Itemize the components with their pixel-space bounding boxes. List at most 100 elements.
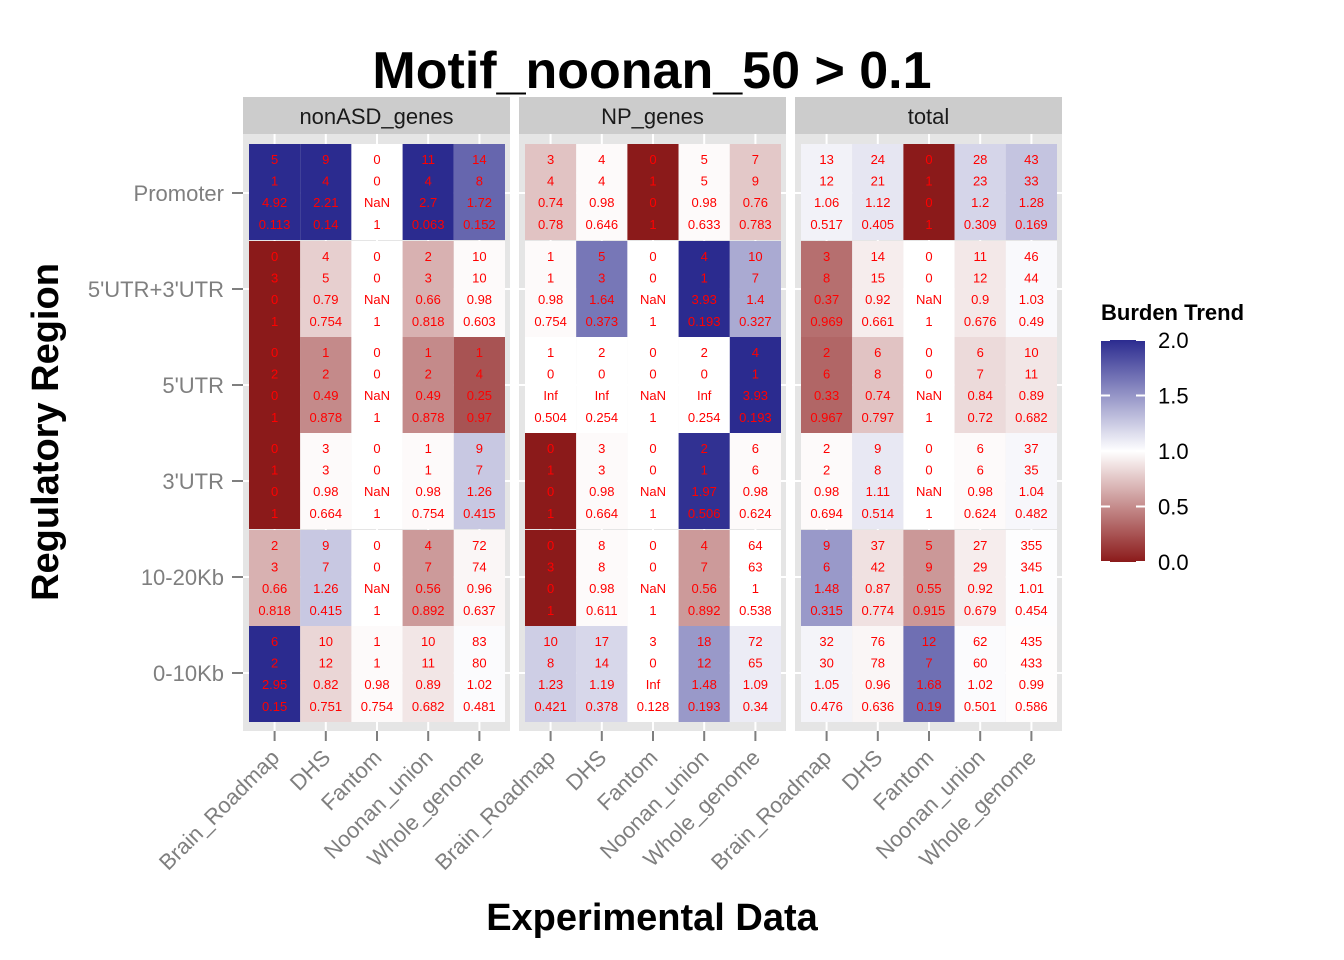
cell-label: 0.96 — [467, 581, 492, 596]
cell-label: NaN — [640, 388, 666, 403]
cell-label: 12 — [819, 174, 833, 189]
cell-label: 0.633 — [688, 217, 721, 232]
cell-label: 0.98 — [743, 484, 768, 499]
cell-label: 0.98 — [467, 292, 492, 307]
cell-label: 0 — [271, 484, 278, 499]
cell-label: 1.4 — [746, 292, 764, 307]
cell-label: 4 — [425, 174, 432, 189]
cell-label: 0 — [649, 367, 656, 382]
cell-label: 78 — [871, 656, 885, 671]
cell-label: NaN — [640, 581, 666, 596]
heatmap-cell — [801, 530, 853, 626]
heatmap-cell — [402, 530, 454, 626]
cell-label: 7 — [701, 560, 708, 575]
cell-label: 0.538 — [739, 603, 772, 618]
cell-label: NaN — [640, 292, 666, 307]
cell-label: 0.636 — [862, 699, 895, 714]
cell-label: 3 — [322, 441, 329, 456]
cell-label: 0 — [373, 538, 380, 553]
cell-label: 1 — [373, 410, 380, 425]
cell-label: 8 — [598, 538, 605, 553]
cell-label: 0.969 — [810, 314, 843, 329]
y-tick-label: 0-10Kb — [153, 661, 224, 686]
cell-label: 1 — [925, 506, 932, 521]
cell-label: 7 — [476, 463, 483, 478]
cell-label: 0 — [373, 463, 380, 478]
cell-label: 80 — [472, 656, 486, 671]
cell-label: 1.97 — [692, 484, 717, 499]
cell-label: 1 — [649, 314, 656, 329]
heatmap-cell — [351, 144, 403, 240]
cell-label: 43 — [1024, 152, 1038, 167]
heatmap-cell — [525, 241, 577, 337]
cell-label: 6 — [271, 634, 278, 649]
cell-label: 0.315 — [810, 603, 843, 618]
cell-label: 0.661 — [862, 314, 895, 329]
cell-label: 13 — [819, 152, 833, 167]
heatmap-cell — [1005, 337, 1057, 433]
cell-label: 0.506 — [688, 506, 721, 521]
heatmap-cell — [1005, 530, 1057, 626]
cell-label: 0 — [925, 249, 932, 264]
cell-label: 2.95 — [262, 677, 287, 692]
cell-label: 8 — [874, 367, 881, 382]
cell-label: 0.637 — [463, 603, 496, 618]
cell-label: 0.97 — [467, 410, 492, 425]
cell-label: 63 — [748, 560, 762, 575]
cell-label: 0.49 — [416, 388, 441, 403]
cell-label: 0.98 — [364, 677, 389, 692]
cell-label: 0.405 — [862, 217, 895, 232]
cell-label: 0.915 — [913, 603, 946, 618]
cell-label: 0.78 — [538, 217, 563, 232]
cell-label: 0 — [925, 441, 932, 456]
cell-label: 0.98 — [589, 484, 614, 499]
cell-label: 1.02 — [467, 677, 492, 692]
cell-label: 0.664 — [310, 506, 343, 521]
cell-label: NaN — [916, 484, 942, 499]
cell-label: 0 — [373, 271, 380, 286]
heatmap-cell — [300, 433, 352, 529]
cell-label: 1 — [752, 581, 759, 596]
cell-label: 3 — [547, 560, 554, 575]
cell-label: NaN — [364, 484, 390, 499]
cell-label: 17 — [595, 634, 609, 649]
cell-label: 37 — [871, 538, 885, 553]
heatmap-cell — [1005, 241, 1057, 337]
cell-label: 0.37 — [814, 292, 839, 307]
cell-label: 0.754 — [310, 314, 343, 329]
cell-label: 0 — [649, 441, 656, 456]
heatmap-cell — [729, 241, 781, 337]
cell-label: 2 — [823, 463, 830, 478]
cell-label: 2 — [322, 367, 329, 382]
heatmap-cell — [903, 337, 955, 433]
cell-label: 0.56 — [692, 581, 717, 596]
cell-label: 24 — [871, 152, 885, 167]
cell-label: 0 — [373, 249, 380, 264]
cell-label: 1 — [649, 217, 656, 232]
cell-label: 0.892 — [412, 603, 445, 618]
cell-label: 0.98 — [589, 195, 614, 210]
cell-label: 0 — [649, 345, 656, 360]
heatmap-cell — [300, 626, 352, 722]
cell-label: 0 — [649, 656, 656, 671]
heatmap-cell — [249, 433, 301, 529]
cell-label: NaN — [364, 581, 390, 596]
cell-label: 8 — [823, 271, 830, 286]
cell-label: 1.26 — [467, 484, 492, 499]
cell-label: 7 — [977, 367, 984, 382]
cell-label: NaN — [916, 292, 942, 307]
cell-label: 44 — [1024, 271, 1038, 286]
cell-label: 0.84 — [968, 388, 993, 403]
cell-label: 14 — [871, 249, 885, 264]
cell-label: 1 — [649, 174, 656, 189]
heatmap-cell — [576, 433, 628, 529]
heatmap-cell — [402, 144, 454, 240]
cell-label: 1 — [425, 345, 432, 360]
x-axis-total: Brain_Roadmap DHSFantomNoonan_unionWhole_… — [706, 731, 1041, 875]
cell-label: 0.89 — [1019, 388, 1044, 403]
cell-label: 4 — [752, 345, 759, 360]
cell-label: 32 — [819, 634, 833, 649]
cell-label: 0.514 — [862, 506, 895, 521]
cell-label: 1 — [271, 314, 278, 329]
cell-label: 1 — [547, 506, 554, 521]
